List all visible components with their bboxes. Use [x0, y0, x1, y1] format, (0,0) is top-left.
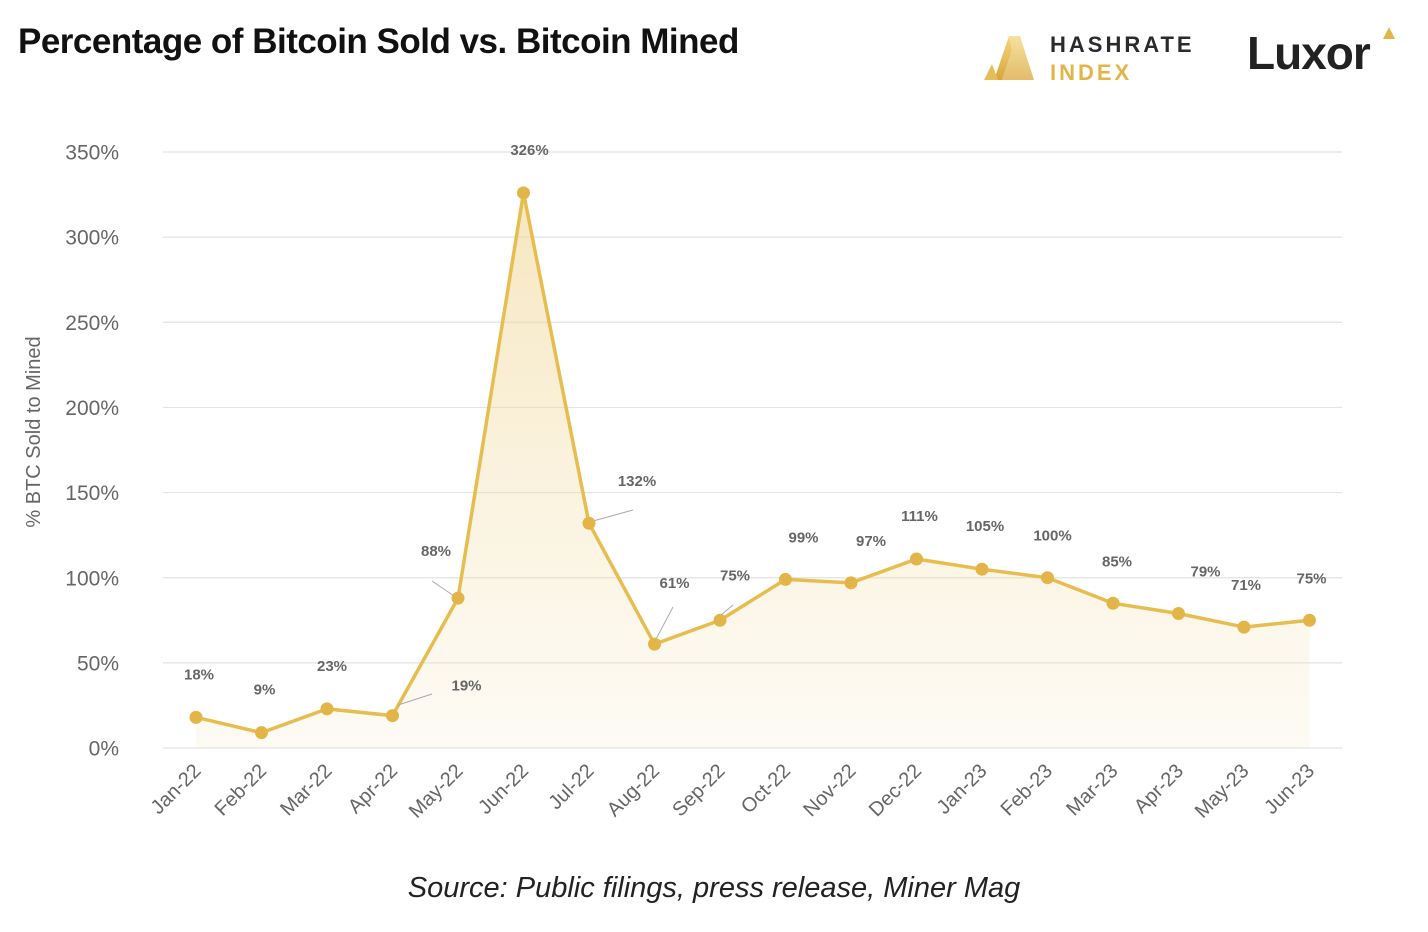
logo-line-index: INDEX	[1050, 60, 1133, 85]
data-markers	[189, 186, 1316, 740]
data-point	[1172, 606, 1185, 620]
y-tick-label: 150%	[65, 482, 119, 505]
luxor-logo-icon	[1383, 27, 1395, 39]
data-point	[1106, 596, 1120, 610]
data-label: 105%	[966, 518, 1004, 535]
x-tick-label: Apr-22	[344, 760, 402, 818]
x-tick-label: Nov-22	[799, 760, 860, 821]
y-tick-label: 300%	[65, 227, 119, 250]
data-label: 97%	[856, 533, 886, 550]
data-label: 23%	[317, 658, 347, 675]
series-line	[195, 191, 1310, 735]
data-point	[582, 516, 596, 530]
data-point	[910, 552, 923, 566]
y-tick-label: 250%	[65, 312, 119, 335]
x-tick-label: Jul-22	[544, 760, 598, 814]
x-tick-label: Mar-23	[1062, 760, 1122, 820]
data-label: 111%	[901, 508, 938, 525]
logo-line-hashrate: HASHRATE	[1050, 32, 1195, 57]
x-tick-label: Jan-23	[933, 760, 992, 819]
data-label: 326%	[510, 142, 548, 159]
luxor-logo: Luxor	[1247, 27, 1371, 79]
data-label: 9%	[254, 682, 276, 699]
y-tick-label: 200%	[65, 397, 119, 420]
line-chart: 0% 50% 100% 150% 200% 250% 300% 350% % BTC Sold…	[23, 142, 1342, 823]
data-point	[1303, 613, 1316, 627]
x-tick-label: May-22	[405, 760, 468, 823]
source-note: Source: Public filings, press release, M…	[407, 872, 1021, 904]
x-tick-label: Feb-23	[997, 760, 1057, 820]
x-tick-label: Aug-22	[603, 760, 664, 821]
data-label: 85%	[1102, 553, 1132, 570]
x-tick-label: Jan-22	[147, 760, 206, 819]
data-point	[1041, 571, 1054, 585]
data-point	[713, 613, 727, 627]
data-label: 75%	[1296, 570, 1326, 587]
x-tick-label: Mar-22	[276, 760, 336, 820]
chart-title: Percentage of Bitcoin Sold vs. Bitcoin M…	[18, 22, 739, 61]
leader-line	[654, 606, 674, 642]
data-point	[255, 726, 268, 740]
y-axis-label: % BTC Sold to Mined	[23, 336, 45, 527]
x-tick-label: Oct-22	[737, 760, 795, 818]
data-point	[975, 562, 989, 576]
data-point	[844, 576, 858, 590]
data-label: 99%	[788, 529, 818, 546]
hashrate-index-logo: HASHRATE INDEX	[982, 32, 1202, 85]
label-leader-lines	[397, 509, 734, 706]
y-tick-label: 50%	[77, 652, 119, 675]
data-point	[517, 186, 530, 200]
x-tick-label: Feb-22	[211, 760, 271, 820]
data-label: 18%	[184, 666, 214, 683]
data-label: 100%	[1033, 528, 1071, 545]
data-point	[189, 710, 203, 724]
x-tick-label: Sep-22	[668, 760, 729, 821]
data-point	[320, 702, 334, 716]
y-tick-label: 350%	[65, 142, 119, 165]
x-tick-label: Dec-22	[865, 760, 926, 821]
data-labels: 18% 9% 23% 19% 88% 326% 132% 61% 75% 99% 97% 111% 10…	[184, 142, 1327, 699]
data-label: 61%	[659, 575, 689, 592]
y-tick-label: 100%	[65, 567, 119, 590]
x-tick-label: Jun-23	[1260, 760, 1319, 819]
data-point	[1237, 620, 1251, 634]
data-label: 19%	[451, 678, 481, 695]
y-tick-label: 0%	[89, 738, 119, 761]
data-label: 71%	[1231, 577, 1261, 594]
leader-line	[431, 580, 455, 597]
data-label: 79%	[1190, 563, 1220, 580]
leader-line	[397, 693, 433, 706]
x-tick-label: Apr-23	[1130, 760, 1188, 818]
leader-line	[592, 509, 634, 522]
data-point	[648, 637, 661, 651]
y-axis-ticks: 0% 50% 100% 150% 200% 250% 300% 350%	[65, 142, 119, 761]
data-label: 75%	[720, 567, 750, 584]
x-tick-label: Jun-22	[474, 760, 533, 819]
leader-line	[720, 604, 734, 616]
data-label: 132%	[618, 473, 656, 490]
data-point	[779, 572, 792, 586]
x-tick-label: May-23	[1191, 760, 1254, 823]
data-point	[386, 709, 399, 723]
data-point	[451, 591, 465, 605]
hashrate-index-logo-icon	[984, 36, 1034, 80]
area-fill	[196, 192, 1310, 748]
data-label: 88%	[421, 543, 451, 560]
x-axis-ticks: Jan-22 Feb-22 Mar-22 Apr-22 May-22 Jun-22 Jul-…	[147, 760, 1319, 823]
